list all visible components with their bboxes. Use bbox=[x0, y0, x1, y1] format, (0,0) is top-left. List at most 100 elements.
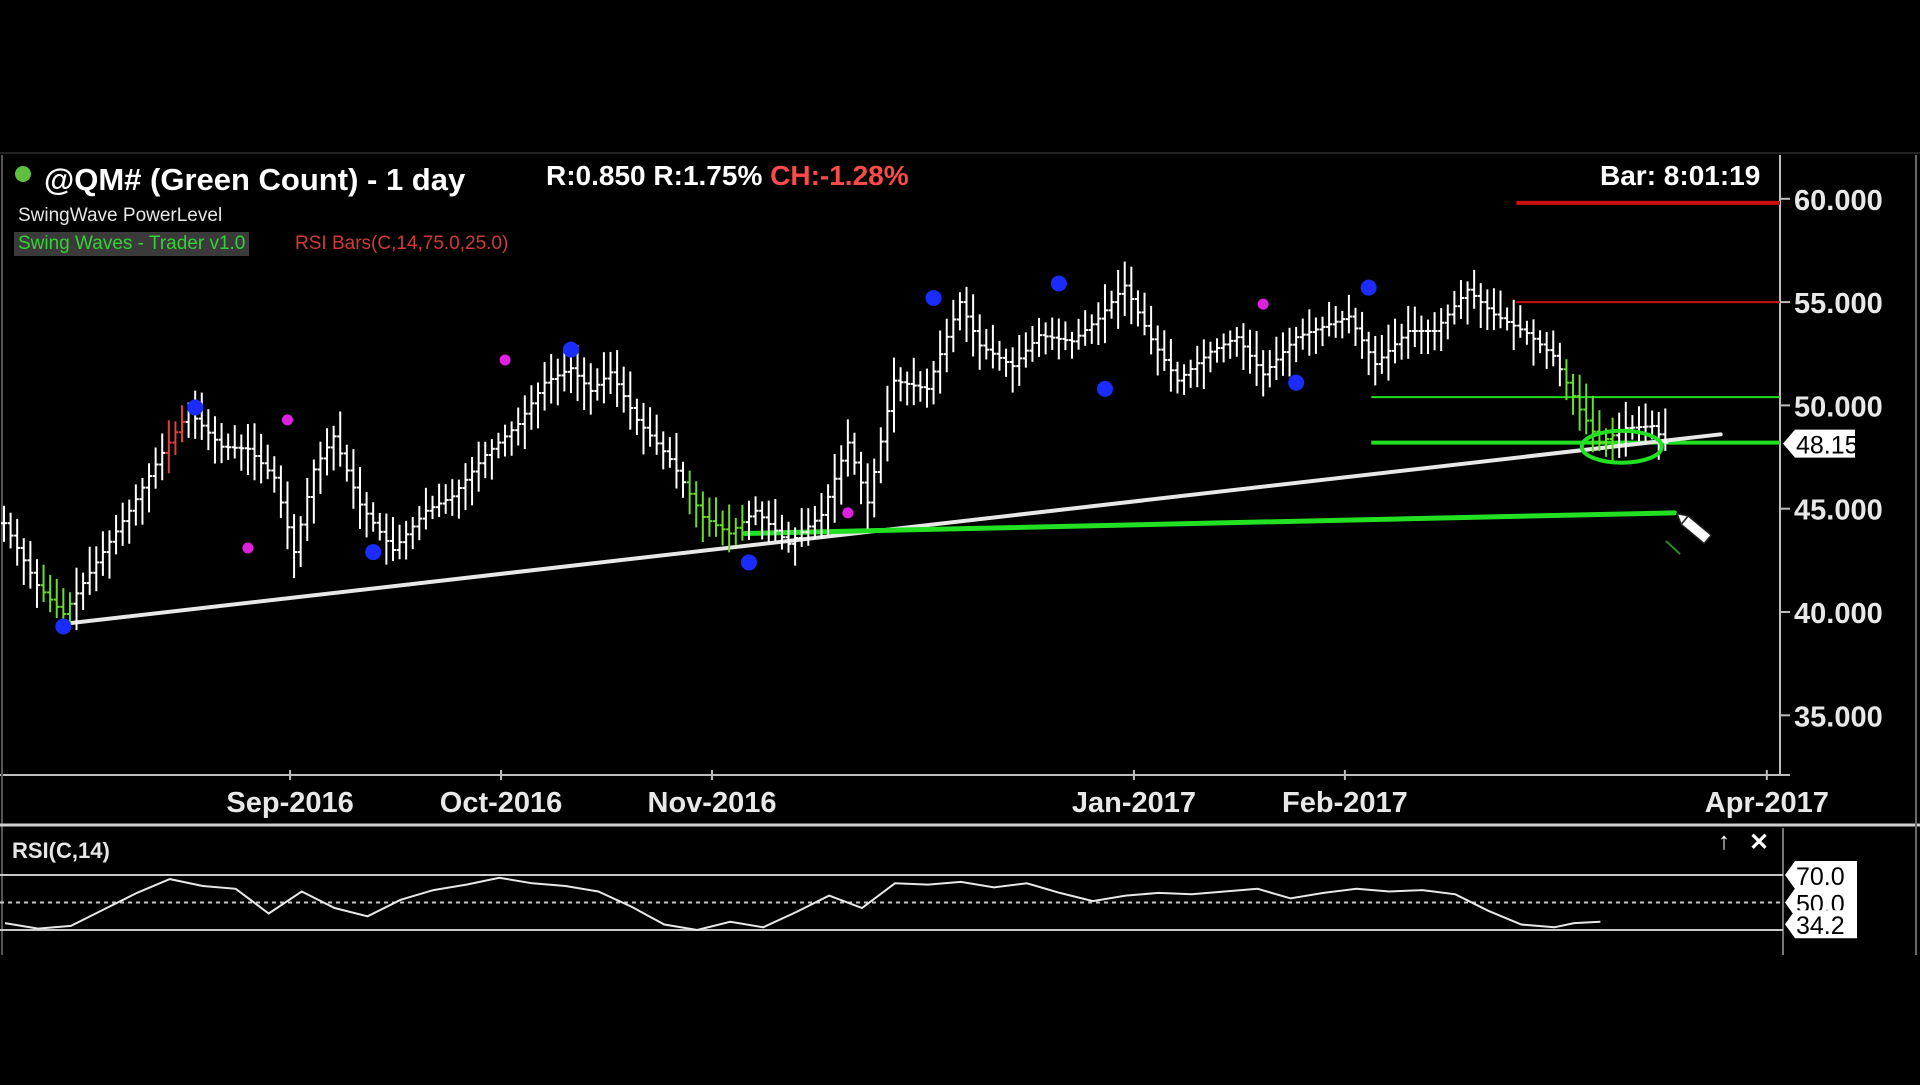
price-bar bbox=[1537, 330, 1544, 354]
price-bar bbox=[119, 502, 126, 546]
price-bar bbox=[106, 530, 113, 579]
bar-timer: Bar: 8:01:19 bbox=[1600, 160, 1761, 191]
price-bar bbox=[350, 449, 357, 509]
y-tick-label: 60.000 bbox=[1794, 185, 1883, 217]
x-tick-label: Sep-2016 bbox=[226, 787, 353, 819]
study-name: SwingWave PowerLevel bbox=[18, 205, 223, 226]
rsi-panel-title: RSI(C,14) bbox=[12, 838, 110, 863]
price-bar bbox=[1583, 383, 1590, 435]
price-bar bbox=[403, 520, 410, 560]
price-bar bbox=[357, 466, 363, 530]
price-bar bbox=[726, 504, 733, 553]
price-bar bbox=[864, 463, 871, 529]
price-bar bbox=[1451, 290, 1458, 325]
price-bar bbox=[943, 318, 950, 373]
price-bar bbox=[1101, 284, 1108, 344]
price-bar bbox=[324, 428, 331, 476]
price-bar bbox=[1240, 323, 1247, 370]
rsi-value-marker bbox=[1785, 910, 1857, 939]
price-bar bbox=[139, 477, 146, 525]
price-bar bbox=[1108, 290, 1115, 319]
price-bar bbox=[1372, 335, 1379, 386]
price-bar bbox=[40, 564, 47, 603]
price-bar bbox=[429, 495, 436, 520]
rsi-line bbox=[4, 876, 1601, 932]
price-bar bbox=[449, 479, 456, 516]
price-bar bbox=[152, 447, 159, 489]
price-bar bbox=[910, 357, 917, 406]
price-bar bbox=[1332, 306, 1339, 338]
price-bar bbox=[1306, 309, 1313, 356]
trend-line-drawn-support[interactable] bbox=[742, 510, 1678, 536]
price-bar bbox=[1279, 332, 1286, 376]
price-bar bbox=[1418, 315, 1425, 354]
price-bar bbox=[442, 484, 449, 514]
price-bar bbox=[502, 424, 509, 457]
indicator-rsi-bars-label[interactable]: RSI Bars(C,14,75.0,25.0) bbox=[295, 233, 509, 254]
price-bar bbox=[752, 496, 759, 526]
price-bar bbox=[113, 514, 120, 555]
panel-close-icon[interactable]: ✕ bbox=[1749, 829, 1770, 856]
price-bar bbox=[798, 508, 805, 547]
price-bar bbox=[1345, 294, 1352, 334]
price-bar bbox=[871, 458, 878, 518]
last-price-label: 48.150 bbox=[1796, 432, 1872, 460]
price-bar bbox=[297, 516, 304, 568]
price-bar bbox=[937, 330, 944, 394]
price-bar bbox=[1326, 301, 1333, 337]
swing-marker-major bbox=[562, 341, 579, 358]
swing-marker-major bbox=[1050, 275, 1067, 292]
price-bar bbox=[1161, 330, 1168, 371]
price-bar bbox=[831, 453, 838, 523]
price-bar bbox=[1134, 290, 1141, 327]
price-bar bbox=[416, 506, 423, 541]
price-bar bbox=[607, 351, 614, 395]
price-bar bbox=[66, 592, 73, 624]
price-bar bbox=[99, 531, 106, 576]
price-bar bbox=[1359, 311, 1366, 359]
price-bar bbox=[7, 512, 14, 549]
price-bar bbox=[1365, 331, 1372, 376]
price-bar bbox=[277, 465, 284, 519]
price-bar bbox=[1392, 318, 1399, 364]
price-bar bbox=[989, 324, 996, 369]
price-bar bbox=[680, 461, 687, 498]
price-bar bbox=[647, 407, 654, 447]
price-bar bbox=[1022, 332, 1029, 368]
x-tick-label: Feb-2017 bbox=[1282, 787, 1408, 819]
price-bar bbox=[1662, 408, 1669, 451]
price-bar bbox=[337, 411, 344, 467]
price-bar bbox=[1490, 288, 1497, 331]
y-tick-label: 55.000 bbox=[1794, 288, 1883, 320]
panel-up-arrow-icon[interactable]: ↑ bbox=[1718, 828, 1730, 855]
price-bar bbox=[693, 481, 700, 528]
price-bar bbox=[891, 357, 897, 433]
price-bar bbox=[785, 521, 792, 553]
x-tick-label: Nov-2016 bbox=[648, 787, 777, 819]
swing-marker-major bbox=[1360, 279, 1377, 296]
price-bar bbox=[706, 497, 713, 537]
price-bar bbox=[1398, 323, 1405, 360]
price-bar bbox=[640, 402, 647, 455]
price-bar bbox=[515, 407, 522, 446]
indicator-swing-waves-label[interactable]: Swing Waves - Trader v1.0 bbox=[14, 232, 250, 256]
price-bar bbox=[1115, 269, 1122, 329]
price-bar bbox=[811, 506, 818, 540]
price-bar bbox=[1154, 325, 1161, 376]
price-bar bbox=[73, 567, 80, 631]
price-bar bbox=[673, 433, 680, 489]
swing-marker-minor bbox=[499, 354, 511, 366]
price-bar bbox=[1464, 281, 1471, 325]
price-bar bbox=[469, 456, 476, 506]
stat-r1: R:0.850 bbox=[546, 160, 646, 191]
price-bar bbox=[1266, 350, 1273, 388]
price-bar bbox=[574, 345, 581, 402]
price-bar bbox=[521, 395, 528, 450]
price-bar bbox=[917, 371, 924, 402]
price-bar bbox=[567, 350, 574, 394]
price-bar bbox=[396, 524, 403, 560]
price-bar bbox=[713, 497, 719, 537]
price-bar bbox=[600, 352, 607, 404]
price-bar bbox=[238, 434, 245, 471]
price-bar bbox=[198, 392, 205, 440]
